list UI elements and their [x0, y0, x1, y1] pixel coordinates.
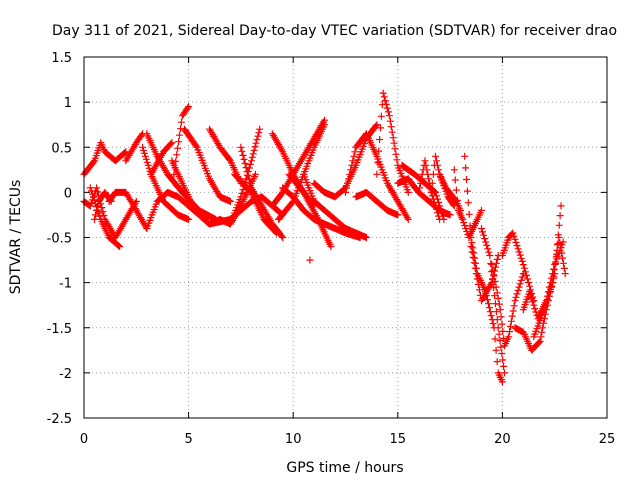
- plus-marker: [478, 225, 508, 377]
- series-track-18: [237, 143, 287, 241]
- x-tick-label: 5: [184, 432, 192, 447]
- plus-marker: [122, 130, 147, 165]
- y-tick-label: 1.5: [51, 51, 72, 66]
- y-axis-label: SDTVAR / TECUs: [8, 180, 24, 295]
- x-axis-label: GPS time / hours: [286, 460, 403, 476]
- data-marks: [80, 89, 569, 386]
- plus-marker: [373, 89, 412, 196]
- y-tick-label: 0: [64, 186, 72, 201]
- y-tick-label: 1: [64, 96, 72, 111]
- series-track-40: [488, 261, 527, 350]
- plus-marker: [147, 139, 176, 178]
- axis-ticks: 0 5 10 15 20 25 1.5 1 0.5 0 -0.5 -1 -1.5 -2 -2.5: [47, 51, 616, 447]
- series-track-3: [86, 184, 124, 250]
- series-track-13: [180, 125, 234, 205]
- series-track-6: [122, 130, 147, 165]
- series-track-36: [450, 166, 485, 241]
- series-track-35: [436, 170, 465, 214]
- x-tick-label: 0: [80, 432, 88, 447]
- series-track-25: [300, 170, 370, 241]
- y-tick-label: 0.5: [51, 141, 72, 156]
- y-tick-label: -2: [59, 367, 72, 382]
- series-track-29: [352, 188, 402, 219]
- plus-marker: [461, 152, 506, 386]
- y-tick-label: -1.5: [47, 322, 72, 337]
- plus-marker: [285, 170, 335, 250]
- series-track-24: [285, 170, 335, 250]
- x-tick-label: 10: [285, 432, 302, 447]
- plus-marker: [530, 234, 569, 341]
- series-track-41: [498, 229, 538, 305]
- plus-marker: [436, 170, 465, 214]
- series-track-1: [80, 139, 130, 178]
- plus-marker: [467, 243, 502, 305]
- grid: [84, 57, 607, 418]
- plus-marker: [342, 130, 412, 223]
- plus-marker: [300, 170, 370, 241]
- chart-title: Day 311 of 2021, Sidereal Day-to-day VTE…: [52, 23, 617, 39]
- series-track-28: [342, 130, 412, 223]
- y-tick-label: -0.5: [47, 232, 72, 247]
- series-track-38: [467, 243, 502, 305]
- series-track-39: [478, 225, 508, 377]
- y-tick-label: -2.5: [47, 412, 72, 427]
- x-tick-label: 25: [599, 432, 616, 447]
- series-track-10: [147, 139, 176, 178]
- series-track-27: [306, 256, 314, 264]
- x-tick-label: 15: [390, 432, 407, 447]
- series-track-12: [170, 103, 193, 178]
- plus-marker: [105, 188, 151, 232]
- plus-marker: [86, 184, 124, 250]
- plus-marker: [170, 103, 193, 178]
- plus-marker: [498, 229, 538, 305]
- plus-marker: [180, 125, 234, 205]
- plus-marker: [450, 166, 485, 241]
- series-track-30: [373, 89, 412, 196]
- series-track-5: [105, 188, 151, 232]
- x-tick-label: 20: [494, 432, 511, 447]
- plus-marker: [237, 143, 287, 241]
- y-tick-label: -1: [59, 277, 72, 292]
- plus-marker: [488, 261, 527, 350]
- plus-marker: [306, 256, 314, 264]
- plus-marker: [352, 188, 402, 219]
- plus-marker: [80, 139, 130, 178]
- series-track-37: [461, 152, 506, 386]
- series-track-44: [530, 234, 569, 341]
